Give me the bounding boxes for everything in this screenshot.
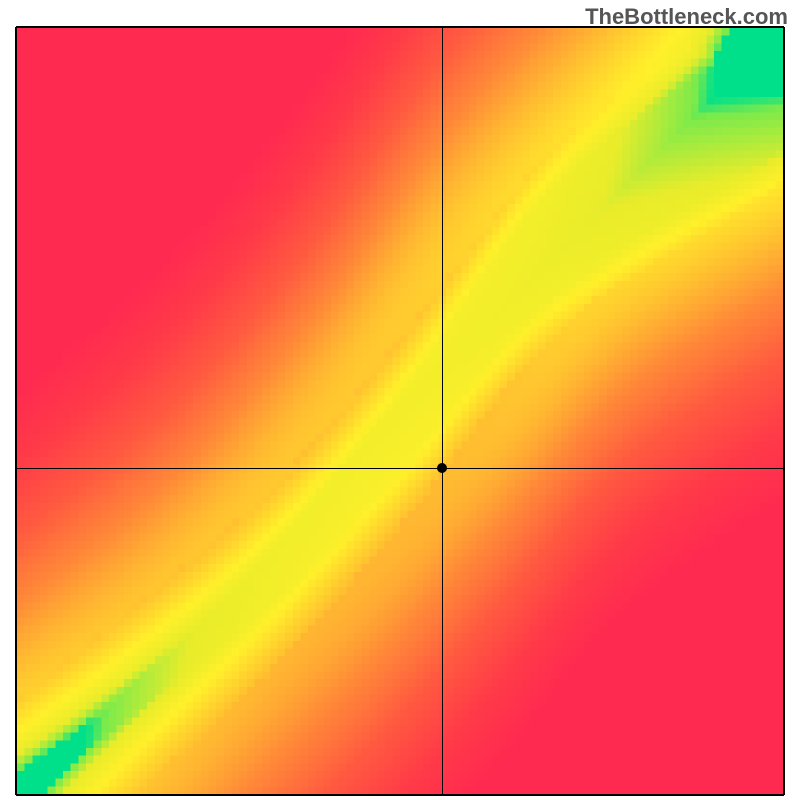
chart-container: TheBottleneck.com: [0, 0, 800, 800]
watermark-text: TheBottleneck.com: [585, 4, 788, 30]
chart-border-right: [783, 27, 785, 795]
chart-border-bottom: [16, 794, 784, 796]
heatmap-canvas: [17, 28, 783, 794]
